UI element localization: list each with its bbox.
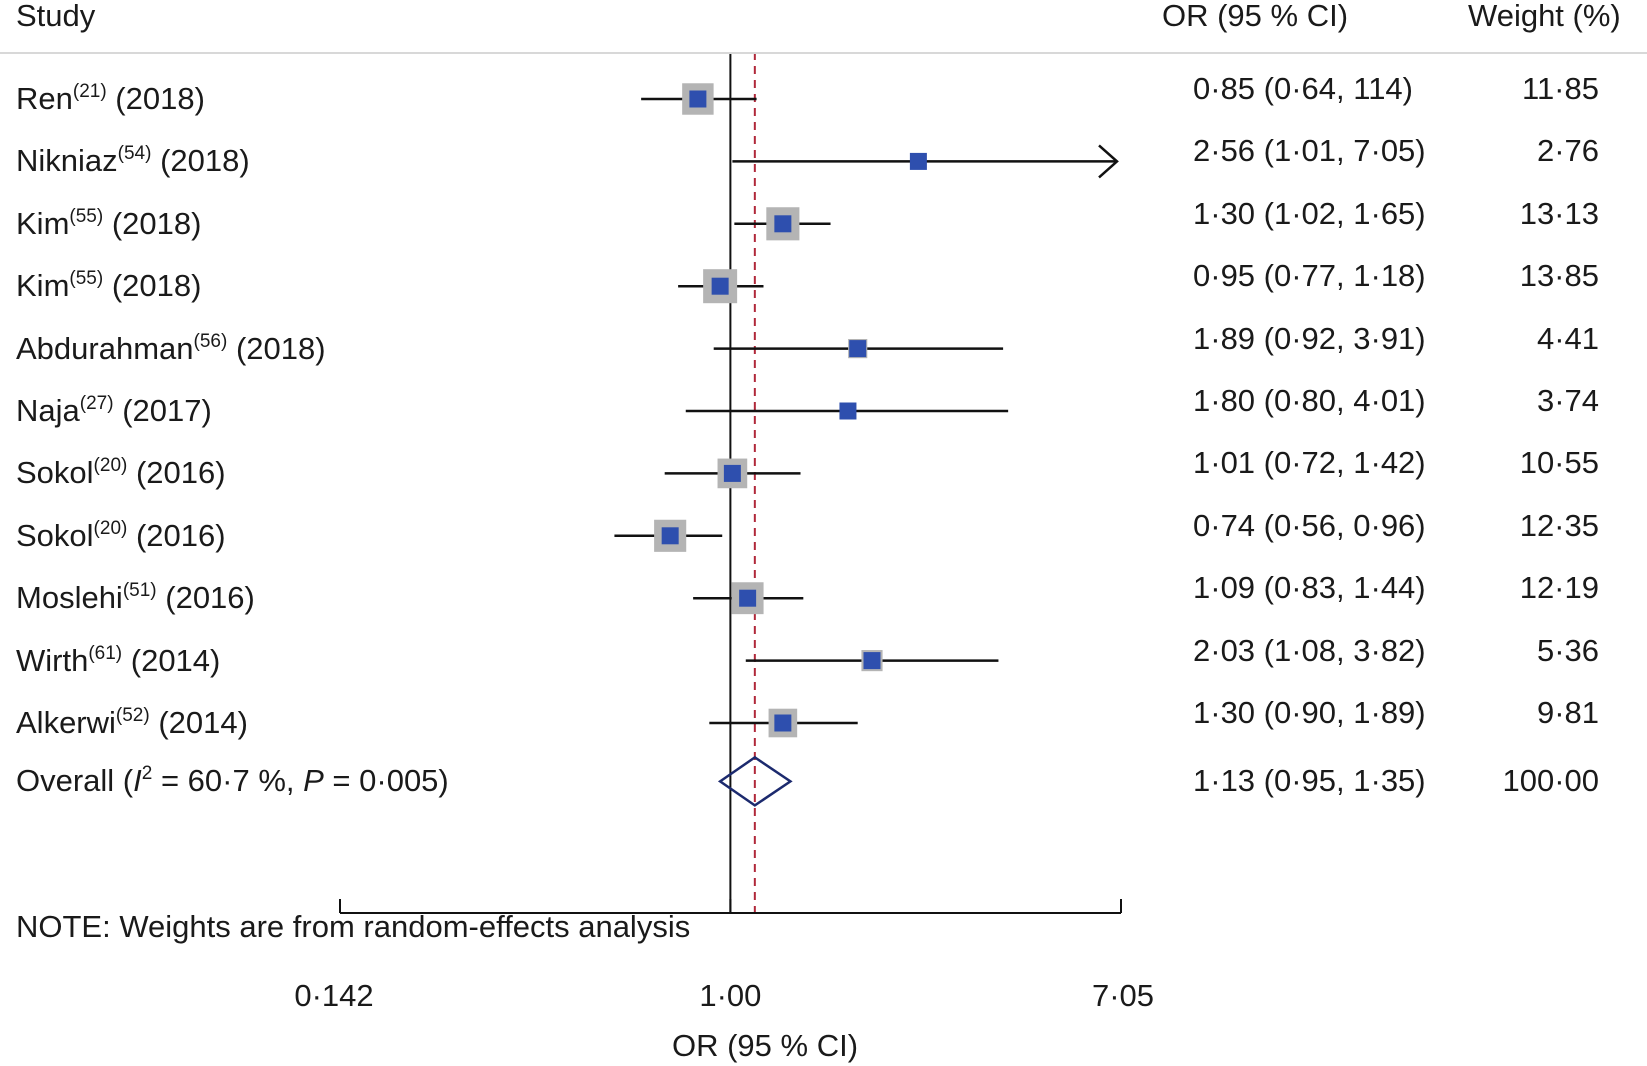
point-estimate-marker [774, 215, 792, 233]
study-weight: 12·35 [1519, 507, 1599, 543]
study-reference: (52) [115, 705, 150, 726]
point-estimate-marker [863, 652, 881, 670]
study-or-value: 1·09 (0·83, 1·44) [1193, 570, 1426, 606]
point-estimate-marker [909, 152, 927, 170]
study-or-value: 0·85 (0·64, 114) [1193, 71, 1413, 106]
study-or-value: 1·30 (0·90, 1·89) [1193, 695, 1426, 730]
study-or-value: 0·95 (0·77, 1·18) [1193, 258, 1426, 294]
study-label: Ren(21) (2018) [16, 79, 205, 119]
x-axis-label: OR (95 % CI) [671, 1028, 859, 1063]
study-author: Naja [16, 393, 80, 428]
study-weight: 13·85 [1519, 258, 1599, 294]
study-author: Nikniaz [16, 143, 118, 179]
study-year: (2017) [122, 393, 212, 428]
study-year: (2018) [160, 143, 250, 179]
study-label: Alkerwi(52) (2014) [16, 703, 248, 743]
study-label: Kim(55) (2018) [16, 266, 201, 306]
x-tick-label: 1·00 [699, 978, 762, 1013]
study-author: Kim [16, 268, 70, 304]
study-weight: 13·13 [1519, 195, 1599, 231]
overall-weight: 100·00 [1502, 763, 1599, 799]
study-label: Moslehi(51) (2016) [16, 578, 255, 618]
study-weight: 9·81 [1536, 695, 1599, 730]
study-weight: 3·74 [1536, 383, 1599, 418]
study-reference: (20) [93, 517, 128, 539]
study-label: Abdurahman(56) (2018) [16, 329, 326, 369]
study-author: Alkerwi [16, 705, 116, 740]
study-reference: (27) [79, 393, 114, 414]
study-label: Sokol(20) (2016) [16, 453, 226, 493]
point-estimate-marker [839, 402, 857, 420]
overall-label: Overall (I2 = 60·7 %, P = 0·005) [16, 763, 449, 799]
study-label: Wirth(61) (2014) [16, 641, 220, 681]
ci-arrow [1098, 144, 1119, 179]
study-year: (2016) [135, 517, 226, 553]
study-or-value: 0·74 (0·56, 0·96) [1193, 507, 1426, 543]
study-year: (2018) [111, 205, 202, 241]
point-estimate-marker [711, 277, 729, 295]
x-tick-label: 7·05 [1091, 978, 1155, 1013]
study-year: (2016) [165, 580, 255, 616]
study-year: (2014) [130, 642, 221, 678]
study-author: Sokol [16, 455, 94, 491]
study-author: Ren [16, 81, 73, 116]
study-or-value: 2·03 (1·08, 3·82) [1193, 632, 1426, 668]
study-or-value: 1·89 (0·92, 3·91) [1193, 320, 1426, 356]
study-weight: 4·41 [1536, 320, 1599, 356]
column-header-weight: Weight (%) [1468, 0, 1621, 33]
study-year: (2018) [111, 268, 202, 304]
study-weight: 11·85 [1522, 71, 1599, 106]
study-author: Wirth [16, 642, 89, 678]
study-label: Naja(27) (2017) [16, 391, 212, 431]
overall-or-value: 1·13 (0·95, 1·35) [1193, 763, 1426, 799]
study-or-value: 2·56 (1·01, 7·05) [1193, 133, 1426, 169]
study-or-value: 1·30 (1·02, 1·65) [1193, 195, 1426, 231]
study-weight: 10·55 [1519, 445, 1599, 481]
study-reference: (51) [122, 580, 157, 602]
study-year: (2016) [135, 455, 226, 491]
point-estimate-marker [723, 464, 741, 482]
point-estimate-marker [689, 90, 707, 108]
x-tick-label: 0·142 [294, 978, 374, 1013]
column-header-study: Study [16, 0, 96, 33]
study-reference: (55) [69, 268, 104, 290]
study-reference: (56) [193, 330, 228, 352]
header-divider [0, 52, 1647, 54]
study-reference: (20) [93, 455, 128, 477]
point-estimate-marker [849, 340, 867, 358]
study-author: Kim [16, 205, 70, 241]
study-weight: 2·76 [1536, 133, 1599, 169]
study-or-value: 1·01 (0·72, 1·42) [1193, 445, 1426, 481]
column-header-or: OR (95 % CI) [1162, 0, 1349, 33]
point-estimate-marker [774, 714, 792, 732]
point-estimate-marker [661, 527, 679, 545]
study-reference: (61) [88, 642, 123, 664]
study-author: Sokol [16, 517, 94, 553]
study-author: Abdurahman [16, 330, 194, 366]
study-year: (2018) [235, 330, 326, 366]
study-label: Kim(55) (2018) [16, 204, 201, 244]
study-weight: 12·19 [1519, 570, 1599, 606]
study-reference: (21) [72, 81, 107, 102]
study-year: (2018) [115, 81, 205, 116]
study-or-value: 1·80 (0·80, 4·01) [1193, 383, 1426, 418]
weights-note: NOTE: Weights are from random-effects an… [16, 909, 691, 944]
study-weight: 5·36 [1536, 632, 1599, 668]
study-label: Nikniaz(54) (2018) [16, 141, 250, 181]
point-estimate-marker [739, 589, 757, 607]
study-label: Sokol(20) (2016) [16, 516, 226, 556]
study-reference: (55) [69, 205, 104, 227]
study-year: (2014) [158, 705, 248, 740]
overall-diamond [717, 755, 793, 807]
study-reference: (54) [117, 143, 152, 165]
study-author: Moslehi [16, 580, 123, 616]
